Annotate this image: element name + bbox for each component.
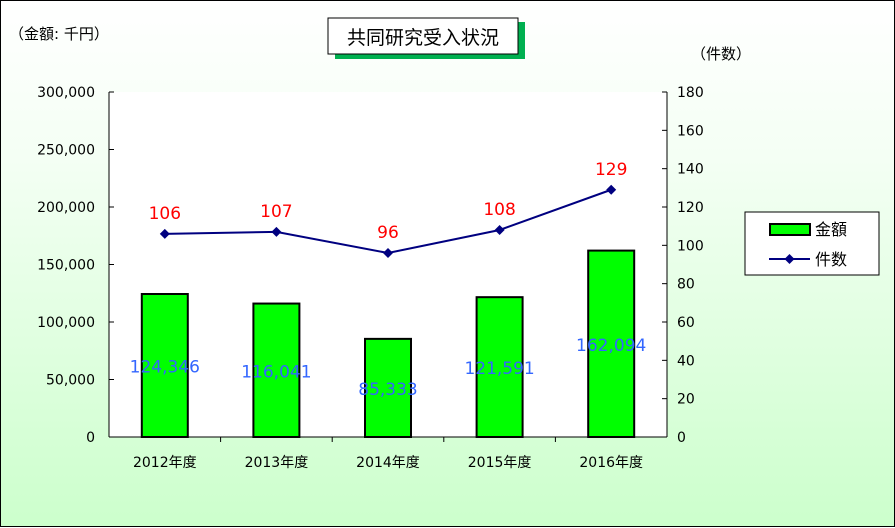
bar-data-label: 121,591: [464, 359, 534, 379]
left-tick-label: 200,000: [37, 200, 95, 216]
bar-amount: [252, 302, 301, 438]
left-tick-label: 300,000: [37, 85, 95, 101]
right-tick-label: 180: [677, 85, 704, 101]
bar-amount: [475, 296, 524, 438]
line-data-label: 129: [595, 160, 627, 180]
right-tick-label: 140: [677, 162, 704, 178]
bar-amount: [587, 249, 636, 438]
x-tick-label: 2013年度: [245, 455, 309, 471]
bar-data-label: 124,346: [130, 358, 200, 378]
legend-bar-swatch: [769, 223, 811, 236]
bar-amount: [140, 293, 189, 438]
legend-label-amount: 金額: [815, 220, 847, 239]
left-axis-unit-label: （金額: 千円）: [9, 25, 109, 43]
right-tick-label: 120: [677, 200, 704, 216]
legend: 金額 件数: [744, 211, 880, 276]
x-tick-label: 2012年度: [133, 455, 197, 471]
line-data-label: 106: [149, 204, 181, 224]
count-point-marker: [159, 228, 170, 239]
count-point-marker: [606, 184, 617, 195]
right-tick-label: 0: [677, 430, 686, 446]
x-tick-label: 2016年度: [579, 455, 643, 471]
x-tick-label: 2015年度: [468, 455, 532, 471]
legend-diamond-marker-icon: [784, 254, 795, 264]
bar-data-label: 116,041: [241, 362, 311, 382]
left-tick-label: 250,000: [37, 143, 95, 159]
count-point-marker: [271, 226, 282, 237]
chart-title-box: 共同研究受入状況: [327, 17, 525, 59]
x-tick-label: 2014年度: [356, 455, 420, 471]
left-tick-label: 100,000: [37, 315, 95, 331]
bar-amount: [364, 337, 412, 438]
right-tick-label: 20: [677, 392, 695, 408]
right-tick-label: 40: [677, 353, 695, 369]
legend-label-count: 件数: [815, 250, 847, 269]
right-tick-label: 160: [677, 123, 704, 139]
chart-title: 共同研究受入状況: [347, 27, 499, 49]
line-data-label: 96: [377, 223, 399, 243]
line-data-label: 107: [260, 202, 292, 222]
left-tick-label: 50,000: [46, 373, 95, 389]
count-point-marker: [494, 225, 505, 235]
right-tick-label: 60: [677, 315, 695, 331]
left-tick-label: 0: [86, 430, 95, 446]
left-tick-label: 150,000: [37, 258, 95, 274]
right-axis-unit-label: （件数）: [691, 45, 751, 63]
line-data-label: 108: [483, 200, 515, 220]
count-point-marker: [383, 248, 393, 258]
bar-data-label: 85,333: [358, 380, 417, 400]
right-tick-label: 80: [677, 277, 695, 293]
right-tick-label: 100: [677, 238, 704, 254]
bar-data-label: 162,094: [576, 336, 646, 356]
